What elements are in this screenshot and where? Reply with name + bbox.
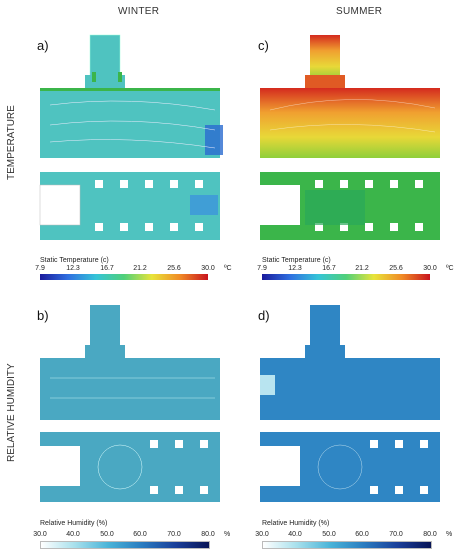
- column-header-winter: WINTER: [118, 6, 160, 17]
- panel-b-winter-humidity: [40, 305, 220, 502]
- plan-view: [260, 172, 440, 240]
- humidity-colorbar-winter: [40, 541, 210, 549]
- panel-label-b: b): [37, 308, 49, 323]
- humidity-scale-title-winter: Relative Humidity (%): [40, 520, 108, 527]
- panel-label-a: a): [37, 38, 49, 53]
- plan-view: [40, 432, 220, 502]
- row-label-relative-humidity: RELATIVE HUMIDITY: [6, 363, 17, 462]
- plan-view: [39, 172, 220, 240]
- humidity-unit-summer: %: [446, 531, 453, 538]
- humidity-unit-winter: %: [224, 531, 231, 538]
- temperature-scale-title-winter: Static Temperature (c): [40, 257, 109, 264]
- panel-a-winter-temperature: [39, 34, 223, 240]
- column-header-summer: SUMMER: [336, 6, 383, 17]
- section-view: [260, 35, 440, 158]
- plan-view: [260, 432, 440, 502]
- temperature-colorbar-summer: [262, 274, 430, 280]
- section-view: [40, 34, 223, 158]
- temperature-colorbar-winter: [40, 274, 208, 280]
- temperature-unit-summer: ºC: [446, 265, 454, 272]
- row-label-temperature: TEMPERATURE: [6, 105, 17, 180]
- panel-c-summer-temperature: [260, 35, 440, 240]
- humidity-colorbar-summer: [262, 541, 432, 549]
- section-view: [40, 305, 220, 420]
- panel-label-c: c): [258, 38, 269, 53]
- temperature-scale-title-summer: Static Temperature (c): [262, 257, 331, 264]
- section-view: [260, 305, 440, 420]
- panel-label-d: d): [258, 308, 270, 323]
- temperature-unit-winter: ºC: [224, 265, 232, 272]
- humidity-scale-title-summer: Relative Humidity (%): [262, 520, 330, 527]
- panel-d-summer-humidity: [260, 305, 440, 502]
